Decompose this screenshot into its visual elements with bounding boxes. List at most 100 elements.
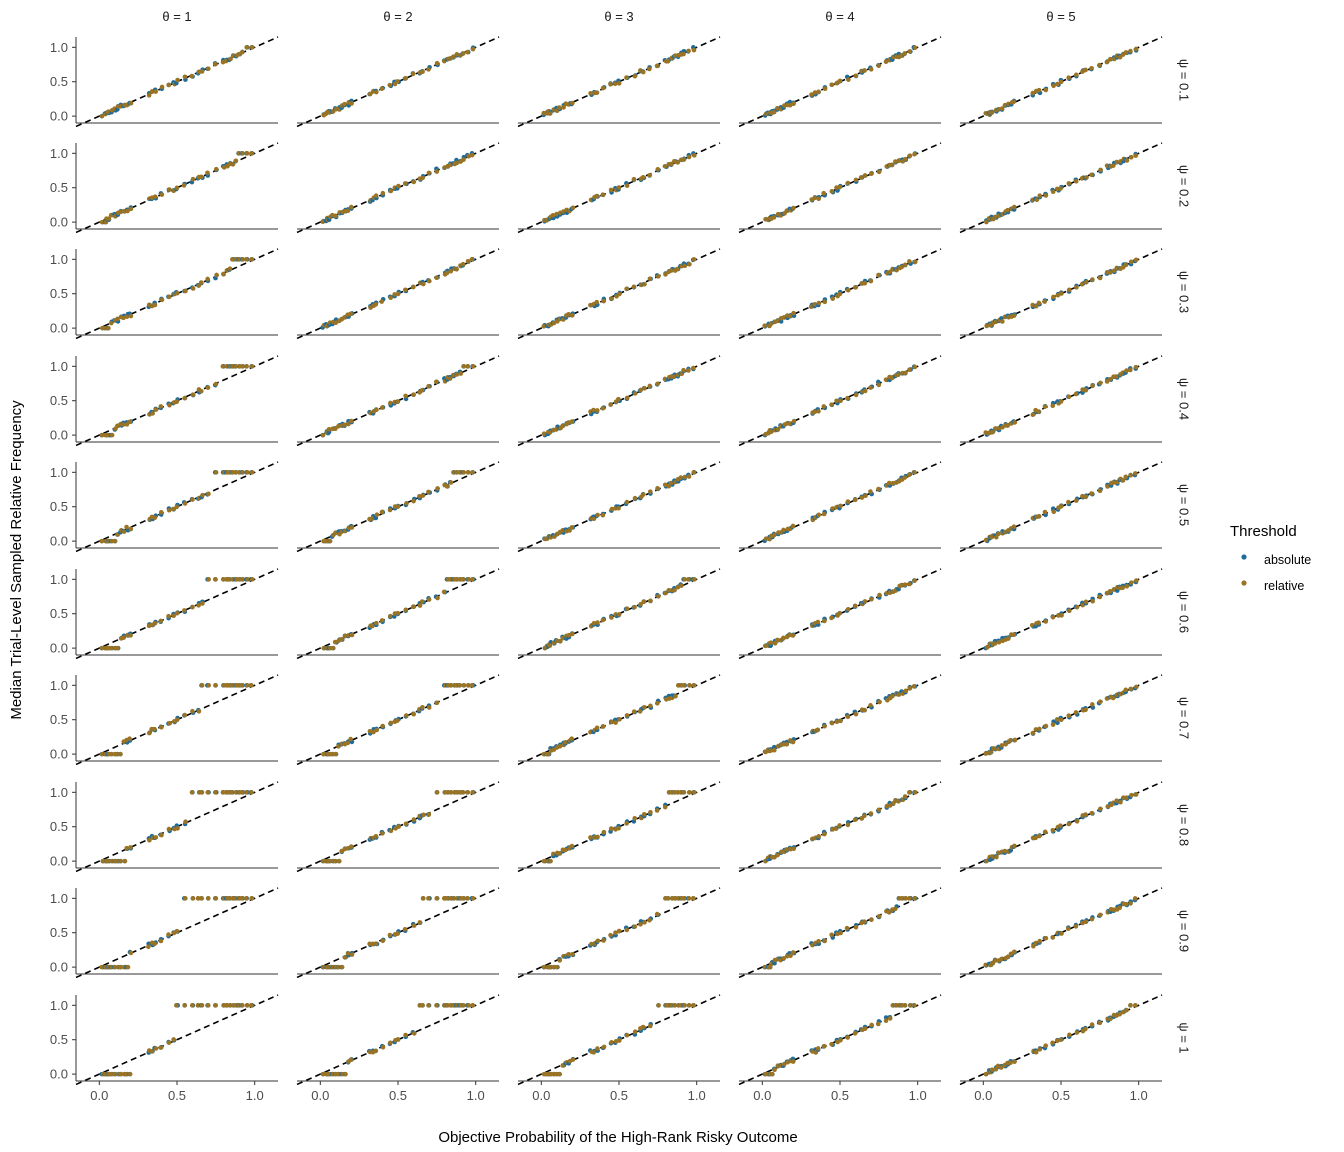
data-point-relative xyxy=(912,364,918,370)
data-point-relative xyxy=(594,90,600,95)
data-point-relative xyxy=(127,736,132,742)
data-point-relative xyxy=(678,475,684,480)
data-point-relative xyxy=(1128,472,1133,478)
data-point-relative xyxy=(470,46,476,52)
data-point-relative xyxy=(411,923,417,928)
data-point-relative xyxy=(1036,833,1042,839)
data-point-relative xyxy=(1097,699,1103,705)
data-point-relative xyxy=(166,613,171,619)
data-point-relative xyxy=(642,920,647,925)
data-point-relative xyxy=(616,505,621,511)
data-point-relative xyxy=(465,364,471,369)
data-point-relative xyxy=(411,284,416,290)
data-point-relative xyxy=(435,486,440,491)
data-point-relative xyxy=(199,1003,205,1008)
data-point-relative xyxy=(899,264,904,270)
data-point-relative xyxy=(608,187,614,193)
data-point-relative xyxy=(370,623,375,629)
data-point-relative xyxy=(419,599,425,604)
row-facet-label: ψ = 0.1 xyxy=(1177,59,1192,101)
data-point-relative xyxy=(907,790,912,795)
data-point-relative xyxy=(637,709,643,714)
data-point-relative xyxy=(348,311,354,317)
data-point-relative xyxy=(460,261,466,267)
data-point-relative xyxy=(182,1003,187,1008)
data-point-relative xyxy=(852,285,858,290)
data-point-relative xyxy=(1000,319,1005,324)
data-point-relative xyxy=(342,846,348,852)
facet-panel xyxy=(738,781,942,873)
data-point-relative xyxy=(902,1003,908,1008)
data-point-relative xyxy=(1089,172,1094,178)
data-point-relative xyxy=(1066,287,1072,293)
data-point-relative xyxy=(1012,843,1017,849)
data-point-relative xyxy=(907,367,912,373)
y-axis: 0.0 0.5 1.0 xyxy=(50,782,77,869)
data-point-relative xyxy=(466,154,471,159)
data-point-relative xyxy=(588,835,593,840)
data-point-relative xyxy=(681,51,686,57)
data-point-relative xyxy=(124,524,129,530)
data-point-relative xyxy=(902,51,907,56)
y-tick-label: 1.0 xyxy=(50,891,68,906)
data-point-relative xyxy=(461,157,466,163)
data-point-relative xyxy=(557,851,562,856)
data-point-relative xyxy=(1132,896,1138,901)
data-point-relative xyxy=(330,645,336,651)
data-point-relative xyxy=(166,187,172,192)
data-point-relative xyxy=(410,71,416,77)
data-point-relative xyxy=(632,604,637,610)
facet-panel xyxy=(75,674,279,766)
data-point-relative xyxy=(791,205,796,211)
data-point-relative xyxy=(902,794,908,799)
data-point-relative xyxy=(236,51,242,57)
data-point-relative xyxy=(1097,488,1103,494)
data-point-relative xyxy=(561,105,566,110)
data-point-relative xyxy=(388,720,393,726)
data-point-relative xyxy=(877,699,882,705)
data-point-relative xyxy=(601,829,607,835)
data-point-relative xyxy=(906,896,912,901)
data-point-relative xyxy=(1089,810,1095,816)
data-point-relative xyxy=(845,714,851,719)
data-point-relative xyxy=(1073,72,1079,78)
data-point-relative xyxy=(115,645,120,651)
data-point-relative xyxy=(560,423,565,429)
data-point-relative xyxy=(125,208,130,214)
data-point-relative xyxy=(1129,580,1134,585)
data-point-relative xyxy=(121,315,126,321)
data-point-relative xyxy=(1050,614,1056,620)
data-point-relative xyxy=(128,100,134,106)
data-point-relative xyxy=(1042,404,1048,409)
data-point-relative xyxy=(569,736,574,742)
data-point-relative xyxy=(608,81,613,87)
data-point-relative xyxy=(862,68,867,73)
data-point-relative xyxy=(465,896,470,901)
facet-panel xyxy=(959,355,1163,447)
data-point-relative xyxy=(862,707,867,713)
data-point-relative xyxy=(183,819,188,824)
y-tick-label: 1.0 xyxy=(50,40,68,55)
data-point-relative xyxy=(902,475,908,480)
facet-panel xyxy=(959,781,1163,873)
data-point-relative xyxy=(647,66,652,72)
data-point-relative xyxy=(1111,907,1116,913)
data-point-relative xyxy=(1110,480,1116,485)
data-point-relative xyxy=(768,429,774,435)
row-facet-label: ψ = 0.9 xyxy=(1177,910,1192,952)
facet-panel xyxy=(296,781,500,873)
data-point-relative xyxy=(1058,504,1064,509)
data-point-relative xyxy=(1120,1009,1126,1015)
data-point-relative xyxy=(380,723,385,729)
data-point-relative xyxy=(460,577,466,582)
x-tick-label: 0.5 xyxy=(389,1088,407,1103)
data-point-relative xyxy=(563,740,568,745)
data-point-relative xyxy=(992,214,998,220)
data-point-relative xyxy=(379,405,385,410)
data-point-relative xyxy=(421,812,426,818)
y-tick-label: 0.5 xyxy=(50,74,68,89)
data-point-relative xyxy=(166,932,171,937)
data-point-relative xyxy=(690,365,696,371)
data-point-relative xyxy=(189,73,195,79)
data-point-relative xyxy=(550,212,556,218)
